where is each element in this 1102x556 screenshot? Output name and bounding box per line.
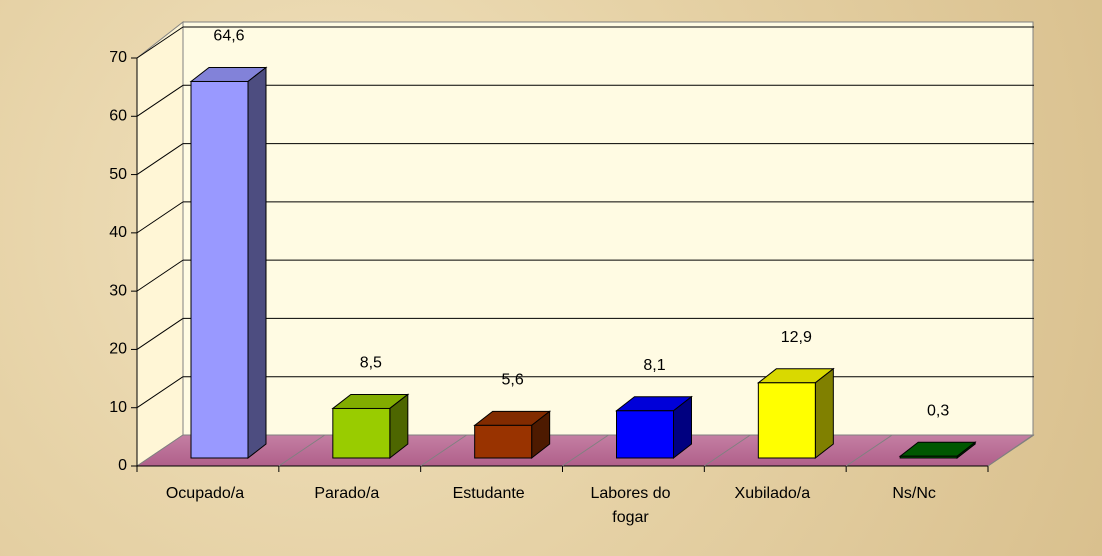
x-tick-label: Ns/Nc — [892, 485, 936, 502]
value-label: 12,9 — [781, 329, 812, 346]
floor-line — [278, 434, 326, 467]
bar — [899, 455, 958, 459]
y-tick-label: 40 — [109, 224, 127, 241]
x-tick-label: Ocupado/a — [165, 485, 245, 502]
back-wall — [182, 21, 1034, 436]
y-tick-label: 0 — [118, 457, 127, 474]
x-tick-label: Xubilado/a — [734, 485, 811, 502]
value-label: 8,1 — [643, 357, 665, 374]
bar — [190, 80, 249, 459]
grid-line — [136, 201, 184, 234]
floor-line — [987, 434, 1035, 467]
bar-side — [814, 367, 834, 460]
grid-line — [136, 26, 184, 59]
bar — [474, 424, 533, 459]
bar — [616, 410, 674, 459]
bar-side — [247, 66, 267, 460]
x-tick-label: Labores do fogar — [590, 485, 671, 526]
y-tick-label: 50 — [109, 166, 127, 183]
grid-line — [136, 143, 184, 175]
value-label: 5,6 — [502, 372, 524, 389]
grid-line — [136, 84, 184, 117]
y-tick-label: 70 — [109, 49, 127, 66]
y-tick-label: 10 — [109, 399, 127, 416]
grid-line — [136, 318, 184, 350]
x-tick-label: Parado/a — [314, 485, 380, 502]
y-tick-label: 30 — [109, 282, 127, 299]
grid-line — [136, 259, 184, 292]
bar — [757, 382, 816, 459]
y-tick-label: 60 — [109, 108, 127, 125]
floor-line — [420, 434, 467, 467]
side-wall — [136, 20, 184, 467]
x-tick-label: Estudante — [452, 485, 525, 502]
value-label: 8,5 — [360, 355, 382, 372]
floor-line — [845, 434, 893, 467]
bar — [332, 407, 391, 459]
floor-line — [562, 434, 609, 467]
grid-line — [136, 376, 184, 409]
y-tick-label: 20 — [109, 341, 127, 358]
floor-line — [704, 434, 751, 467]
value-label: 0,3 — [927, 402, 949, 419]
value-label: 64,6 — [213, 28, 244, 45]
